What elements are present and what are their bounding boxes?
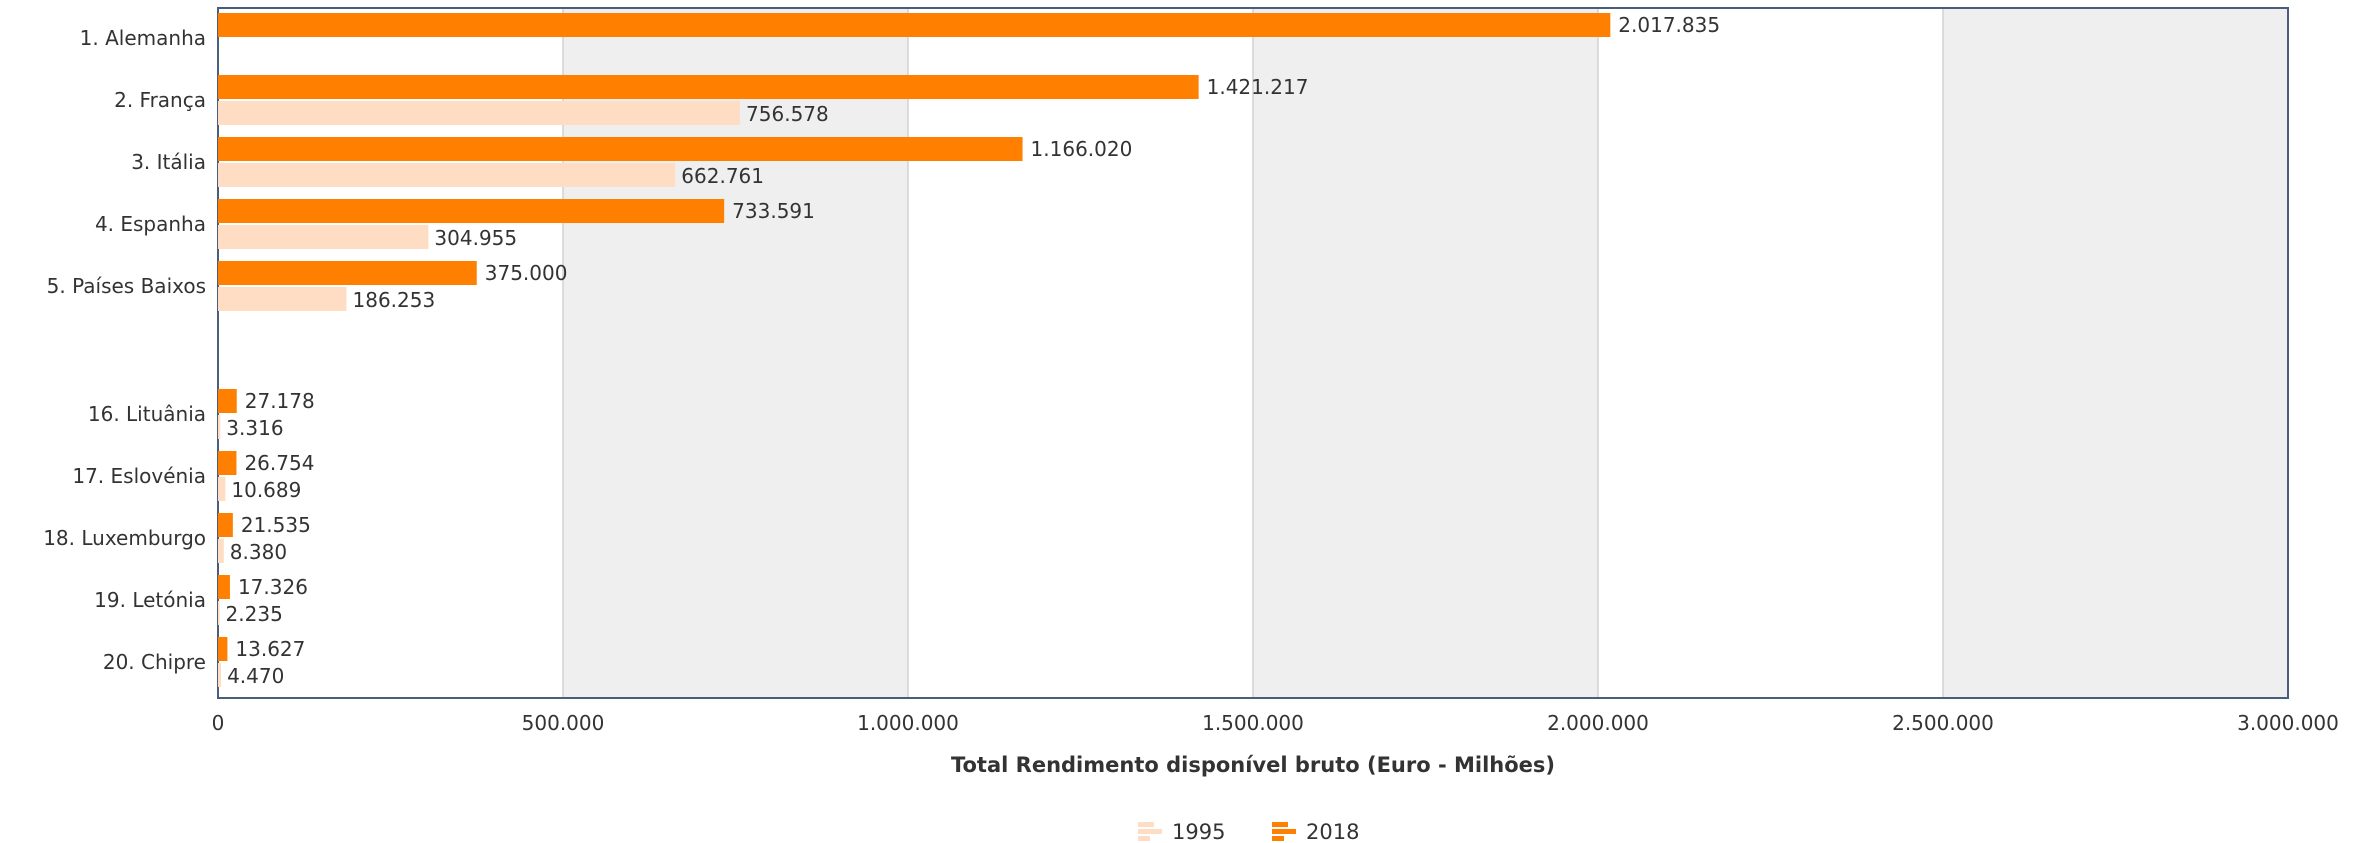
data-label-2018: 26.754 [244, 451, 314, 475]
data-label-1995: 3.316 [226, 416, 283, 440]
category-label: 1. Alemanha [80, 26, 206, 50]
x-tick-label: 1.500.000 [1202, 711, 1304, 735]
bar-2018[interactable] [218, 451, 237, 475]
data-label-2018: 733.591 [732, 199, 815, 223]
plot-band [1598, 8, 1943, 698]
bar-2018[interactable] [218, 575, 230, 599]
data-label-1995: 756.578 [746, 102, 829, 126]
category-label: 17. Eslovénia [72, 464, 206, 488]
bar-1995[interactable] [218, 101, 741, 125]
data-label-1995: 10.689 [231, 478, 301, 502]
bar-2018[interactable] [218, 513, 233, 537]
legend-label: 1995 [1172, 820, 1225, 843]
category-label: 18. Luxemburgo [43, 526, 206, 550]
bar-1995[interactable] [218, 477, 226, 501]
data-label-2018: 27.178 [245, 389, 315, 413]
legend-item-2018[interactable]: 2018 [1272, 820, 1359, 843]
bar-2018[interactable] [218, 389, 237, 413]
legend-label: 2018 [1306, 820, 1359, 843]
bar-1995[interactable] [218, 415, 221, 439]
data-label-1995: 8.380 [230, 540, 287, 564]
bar-2018[interactable] [218, 261, 477, 285]
category-label: 4. Espanha [95, 212, 206, 236]
bar-1995[interactable] [218, 663, 222, 687]
bar-2018[interactable] [218, 13, 1611, 37]
x-tick-label: 1.000.000 [857, 711, 959, 735]
bar-1995[interactable] [218, 163, 676, 187]
x-tick-label: 3.000.000 [2237, 711, 2339, 735]
data-label-2018: 17.326 [238, 575, 308, 599]
category-label: 20. Chipre [103, 650, 206, 674]
data-label-1995: 186.253 [353, 288, 436, 312]
category-labels: 1. Alemanha 2. França 3. Itália 4. Espanha 5… [43, 26, 206, 674]
plot-frame [217, 7, 2289, 699]
category-label: 16. Lituânia [88, 402, 206, 426]
plot-bands [218, 8, 2288, 698]
bar-legend-icon [1138, 822, 1162, 841]
plot-band [1943, 8, 2288, 698]
bar-2018[interactable] [218, 637, 228, 661]
bar-legend-icon [1272, 822, 1296, 841]
bar-1995[interactable] [218, 539, 224, 563]
bar-2018[interactable] [218, 137, 1023, 161]
category-label: 5. Países Baixos [47, 274, 206, 298]
bars: 2.017.835 1.421.217 756.578 1.166.020 662.76… [218, 13, 1720, 688]
bar-1995[interactable] [218, 225, 429, 249]
category-label: 2. França [114, 88, 206, 112]
x-tick-label: 2.500.000 [1892, 711, 1994, 735]
x-tick-label: 500.000 [522, 711, 605, 735]
plot-band [1253, 8, 1598, 698]
data-label-1995: 304.955 [434, 226, 517, 250]
data-label-2018: 1.166.020 [1031, 137, 1133, 161]
x-tick-label: 0 [212, 711, 225, 735]
data-label-2018: 2.017.835 [1618, 13, 1720, 37]
data-label-2018: 13.627 [235, 637, 305, 661]
bar-1995[interactable] [218, 287, 347, 311]
data-label-1995: 2.235 [226, 602, 283, 626]
data-label-2018: 1.421.217 [1207, 75, 1309, 99]
category-label: 3. Itália [131, 150, 206, 174]
plot-band [908, 8, 1253, 698]
x-tick-label: 2.000.000 [1547, 711, 1649, 735]
x-axis-title: Total Rendimento disponível bruto (Euro … [951, 753, 1555, 777]
bar-2018[interactable] [218, 199, 725, 223]
legend[interactable]: 1995 2018 [1138, 820, 1359, 843]
data-label-1995: 4.470 [227, 664, 284, 688]
data-label-2018: 375.000 [485, 261, 568, 285]
data-label-2018: 21.535 [241, 513, 311, 537]
legend-item-1995[interactable]: 1995 [1138, 820, 1225, 843]
x-tick-labels: 0 500.000 1.000.000 1.500.000 2.000.000 2.500… [212, 711, 2339, 735]
bar-2018[interactable] [218, 75, 1199, 99]
data-label-1995: 662.761 [681, 164, 764, 188]
category-label: 19. Letónia [94, 588, 206, 612]
bar-1995[interactable] [218, 601, 220, 625]
